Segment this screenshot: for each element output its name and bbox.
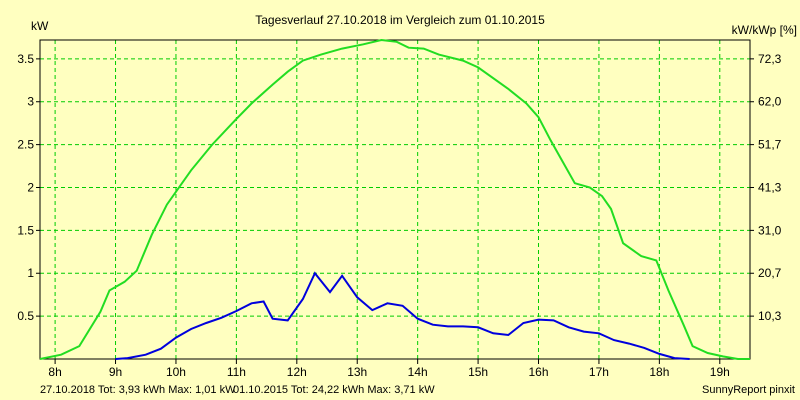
y-tick-label-4: 2.5 bbox=[17, 138, 34, 152]
left-axis-unit: kW bbox=[31, 19, 49, 33]
right-y-axis-ticks: 10,3 20,7 31,0 41,3 51,7 62,0 72,3 bbox=[750, 52, 782, 323]
yr-tick-label-1: 20,7 bbox=[758, 266, 782, 280]
legend-2018: 27.10.2018 Tot: 3,93 kWh Max: 1,01 kW bbox=[40, 384, 236, 396]
x-tick-label-7: 15h bbox=[468, 365, 488, 379]
credit-text: SunnyReport pinxit bbox=[702, 384, 795, 396]
x-tick-label-10: 18h bbox=[649, 365, 669, 379]
yr-tick-label-2: 31,0 bbox=[758, 223, 782, 237]
x-tick-label-8: 16h bbox=[528, 365, 548, 379]
yr-tick-label-6: 72,3 bbox=[758, 52, 782, 66]
x-tick-label-0: 8h bbox=[48, 365, 61, 379]
x-tick-label-5: 13h bbox=[347, 365, 367, 379]
left-y-axis-ticks: 0.5 1 1.5 2 2.5 3 3.5 bbox=[17, 52, 40, 323]
yr-tick-label-3: 41,3 bbox=[758, 180, 782, 194]
x-tick-label-9: 17h bbox=[589, 365, 609, 379]
plot-frame bbox=[39, 39, 751, 360]
x-tick-label-6: 14h bbox=[408, 365, 428, 379]
x-tick-label-4: 12h bbox=[287, 365, 307, 379]
yr-tick-label-4: 51,7 bbox=[758, 138, 782, 152]
right-axis-unit: kW/kWp [%] bbox=[732, 23, 797, 37]
y-tick-label-1: 1 bbox=[27, 266, 34, 280]
y-tick-label-2: 1.5 bbox=[17, 223, 34, 237]
x-axis-ticks: 8h 9h 10h 11h 12h 13h 14h 15h 16h 17h 18h 19h bbox=[48, 359, 730, 379]
x-tick-label-1: 9h bbox=[109, 365, 122, 379]
series-2018-line bbox=[115, 271, 690, 360]
y-tick-label-3: 2 bbox=[27, 180, 34, 194]
grid-layer bbox=[40, 40, 750, 359]
x-tick-label-11: 19h bbox=[710, 365, 730, 379]
y-tick-label-5: 3 bbox=[27, 95, 34, 109]
x-tick-label-2: 10h bbox=[166, 365, 186, 379]
yr-tick-label-0: 10,3 bbox=[758, 309, 782, 323]
legend-2015: 01.10.2015 Tot: 24,22 kWh Max: 3,71 kW bbox=[233, 384, 435, 396]
y-tick-label-6: 3.5 bbox=[17, 52, 34, 66]
series-2015-line bbox=[39, 38, 750, 360]
x-tick-label-3: 11h bbox=[227, 365, 246, 379]
chart-title: Tagesverlauf 27.10.2018 im Vergleich zum… bbox=[255, 13, 545, 27]
y-tick-label-0: 0.5 bbox=[17, 309, 34, 323]
yr-tick-label-5: 62,0 bbox=[758, 95, 782, 109]
